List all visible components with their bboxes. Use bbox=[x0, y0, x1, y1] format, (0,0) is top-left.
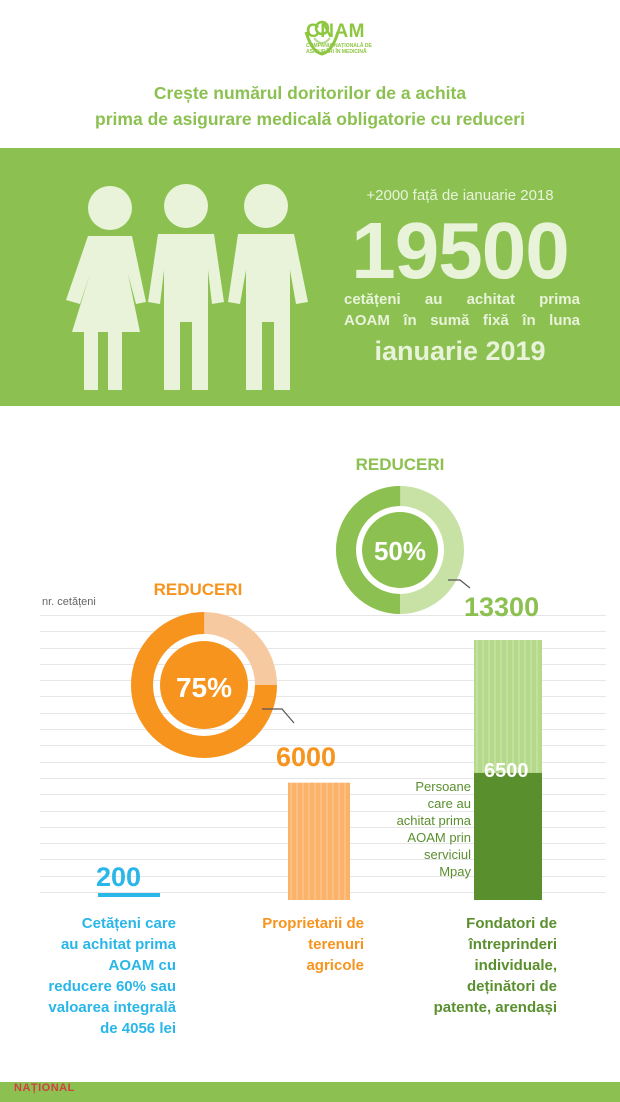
y-axis-label: nr. cetățeni bbox=[42, 596, 96, 608]
mpay-line: achitat prima bbox=[396, 813, 471, 828]
caption-line: Fondatori de bbox=[466, 915, 557, 932]
caption-line: terenuri bbox=[308, 936, 364, 953]
page-title-line-1: Crește numărul doritorilor de a achita bbox=[153, 83, 467, 103]
caption-line: valoarea integrală bbox=[48, 999, 176, 1016]
caption-line: patente, arendași bbox=[433, 999, 557, 1016]
people-icon bbox=[66, 184, 308, 390]
mpay-note: Persoane care au achitat prima AOAM prin… bbox=[396, 778, 471, 880]
gridline bbox=[40, 777, 606, 779]
watermark: NAȚIONAL bbox=[14, 1082, 75, 1094]
gridline bbox=[40, 614, 606, 616]
gridline bbox=[40, 745, 606, 747]
discount-75-label: REDUCERI bbox=[153, 580, 243, 599]
value-label-200: 200 bbox=[96, 862, 142, 892]
mpay-line: Mpay bbox=[439, 864, 471, 879]
gridline bbox=[40, 761, 606, 763]
gridline bbox=[40, 631, 606, 633]
mpay-line: Persoane bbox=[415, 779, 471, 794]
caption-line: AOAM cu bbox=[108, 957, 177, 974]
caption-line: reducere 60% sau bbox=[48, 978, 176, 995]
discount-50-value: 50% bbox=[374, 536, 426, 566]
discount-50-label: REDUCERI bbox=[355, 455, 445, 474]
value-label-13300: 13300 bbox=[464, 592, 540, 622]
discount-50-donut: 50% bbox=[336, 486, 471, 614]
gridline bbox=[40, 696, 606, 698]
banner-desc-line-2: AOAM în sumă fixă în luna bbox=[344, 312, 580, 329]
gridline bbox=[40, 663, 606, 665]
bar-200 bbox=[98, 893, 160, 897]
caption-col-1: Cetățeni care au achitat prima AOAM cu r… bbox=[30, 913, 176, 1039]
gridline bbox=[40, 647, 606, 649]
banner-month: ianuarie 2019 bbox=[374, 336, 546, 366]
mpay-line: AOAM prin bbox=[407, 830, 471, 845]
banner-total: 19500 bbox=[351, 206, 569, 295]
caption-line: au achitat prima bbox=[60, 936, 176, 953]
gridline bbox=[40, 729, 606, 730]
discount-75-donut: 75% bbox=[131, 612, 295, 758]
caption-line: deținători de bbox=[466, 978, 557, 995]
banner-delta: +2000 față de ianuarie 2018 bbox=[366, 187, 554, 204]
caption-col-3: Fondatori de întreprinderi individuale, … bbox=[410, 913, 557, 1018]
discount-75-value: 75% bbox=[176, 672, 232, 703]
page-title-line-2: prima de asigurare medicală obligatorie … bbox=[95, 109, 525, 129]
value-label-6000: 6000 bbox=[276, 742, 337, 772]
mpay-line: serviciul bbox=[424, 847, 471, 862]
caption-line: întreprinderi bbox=[468, 936, 557, 953]
logo-subtitle: COMPANIA NAȚIONALĂ DE ASIGURĂRI ÎN MEDIC… bbox=[306, 43, 372, 55]
logo-text: CNAM bbox=[306, 21, 365, 42]
cnam-logo-icon bbox=[304, 20, 340, 56]
bar-6000 bbox=[288, 782, 350, 900]
caption-line: agricole bbox=[306, 957, 364, 974]
bar-sub-6500 bbox=[474, 772, 542, 900]
gridline bbox=[40, 712, 606, 714]
caption-line: Proprietarii de bbox=[262, 915, 364, 932]
mpay-line: care au bbox=[427, 796, 471, 811]
banner-desc-line-1: cetățeni au achitat prima bbox=[344, 291, 580, 308]
caption-line: Cetățeni care bbox=[81, 915, 176, 932]
gridline bbox=[40, 680, 606, 682]
caption-col-2: Proprietarii de terenuri agricole bbox=[226, 913, 364, 976]
caption-line: individuale, bbox=[474, 957, 557, 974]
value-label-6500: 6500 bbox=[484, 760, 529, 782]
caption-line: de 4056 lei bbox=[100, 1020, 176, 1037]
footer-bar bbox=[0, 1082, 620, 1102]
